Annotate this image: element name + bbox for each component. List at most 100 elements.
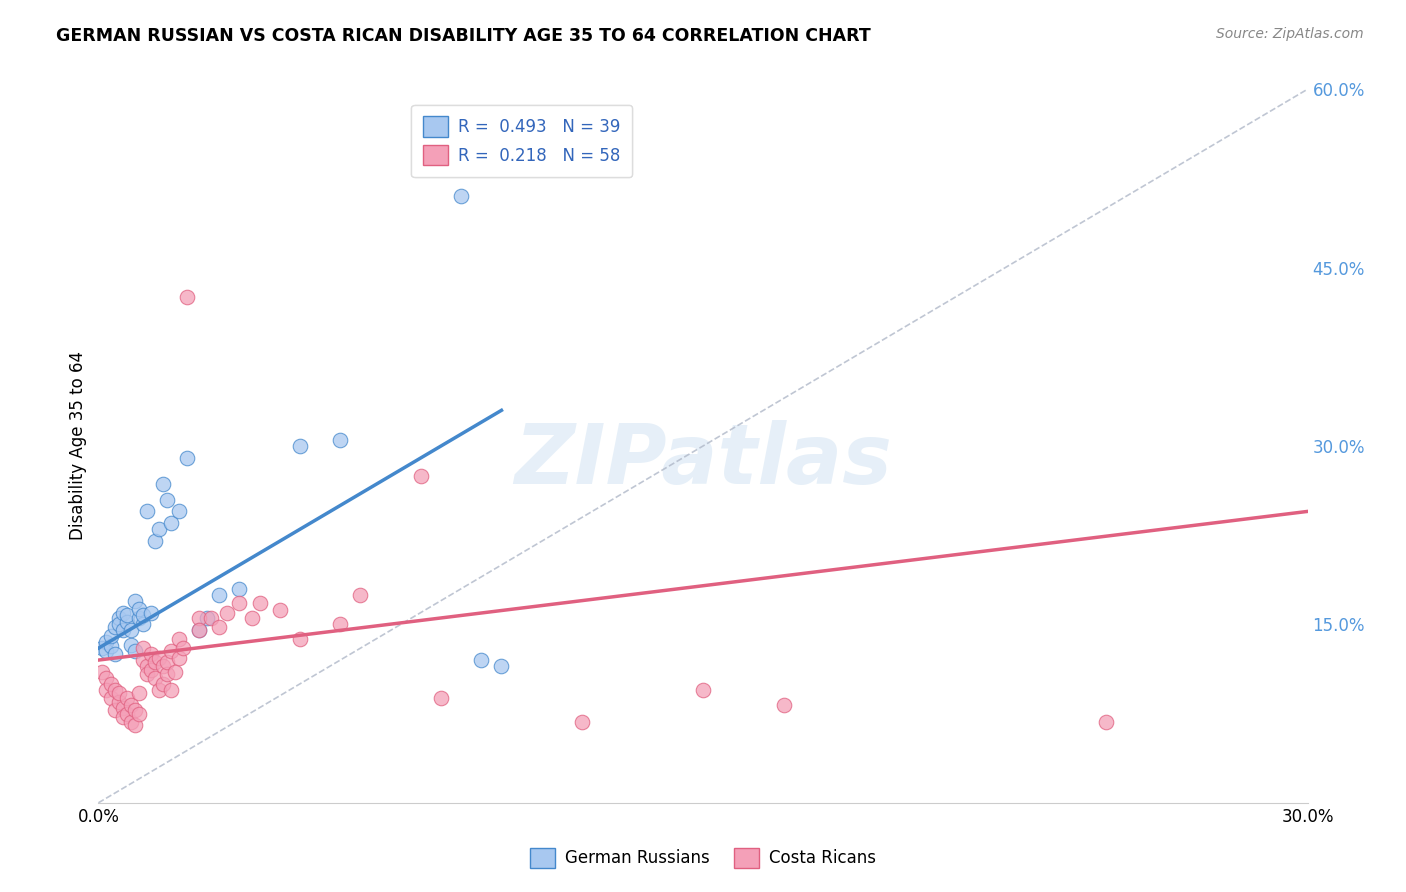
Point bbox=[176, 290, 198, 304]
Point bbox=[139, 647, 162, 661]
Point bbox=[132, 653, 155, 667]
Point bbox=[132, 617, 155, 632]
Point bbox=[208, 620, 231, 634]
Point bbox=[491, 659, 513, 673]
Point bbox=[103, 620, 125, 634]
Point bbox=[124, 593, 146, 607]
Y-axis label: Disability Age 35 to 64: Disability Age 35 to 64 bbox=[69, 351, 87, 541]
Point bbox=[188, 624, 211, 638]
Point bbox=[148, 522, 170, 536]
Point bbox=[132, 641, 155, 656]
Point bbox=[188, 624, 211, 638]
Point bbox=[120, 638, 142, 652]
Point bbox=[240, 611, 263, 625]
Point bbox=[167, 632, 190, 646]
Point bbox=[100, 691, 122, 706]
Legend: German Russians, Costa Ricans: German Russians, Costa Ricans bbox=[523, 841, 883, 875]
Point bbox=[156, 667, 179, 681]
Text: Source: ZipAtlas.com: Source: ZipAtlas.com bbox=[1216, 27, 1364, 41]
Point bbox=[160, 643, 183, 657]
Point bbox=[217, 606, 239, 620]
Point bbox=[228, 582, 250, 596]
Point bbox=[111, 606, 134, 620]
Point bbox=[692, 682, 714, 697]
Point bbox=[124, 718, 146, 732]
Point bbox=[329, 433, 352, 447]
Point bbox=[115, 607, 138, 622]
Point bbox=[139, 663, 162, 677]
Point bbox=[167, 504, 190, 518]
Point bbox=[143, 671, 166, 685]
Point bbox=[152, 677, 174, 691]
Point bbox=[120, 698, 142, 713]
Point bbox=[450, 189, 472, 203]
Point bbox=[208, 588, 231, 602]
Point bbox=[139, 606, 162, 620]
Point bbox=[107, 686, 129, 700]
Point bbox=[111, 700, 134, 714]
Legend: R =  0.493   N = 39, R =  0.218   N = 58: R = 0.493 N = 39, R = 0.218 N = 58 bbox=[412, 104, 631, 177]
Point bbox=[288, 439, 311, 453]
Point bbox=[135, 504, 157, 518]
Text: ZIPatlas: ZIPatlas bbox=[515, 420, 891, 500]
Point bbox=[571, 714, 593, 729]
Point bbox=[135, 667, 157, 681]
Point bbox=[115, 691, 138, 706]
Point bbox=[100, 629, 122, 643]
Point bbox=[91, 641, 114, 656]
Point bbox=[111, 624, 134, 638]
Point bbox=[329, 617, 352, 632]
Point bbox=[107, 611, 129, 625]
Point bbox=[152, 477, 174, 491]
Point bbox=[163, 665, 186, 679]
Point bbox=[128, 706, 150, 721]
Point bbox=[107, 695, 129, 709]
Point bbox=[156, 492, 179, 507]
Point bbox=[1095, 714, 1118, 729]
Point bbox=[124, 643, 146, 657]
Point bbox=[176, 450, 198, 465]
Point bbox=[96, 682, 118, 697]
Point bbox=[100, 677, 122, 691]
Point bbox=[195, 611, 218, 625]
Point bbox=[115, 615, 138, 629]
Point bbox=[143, 656, 166, 670]
Point bbox=[172, 641, 194, 656]
Point bbox=[124, 703, 146, 717]
Point bbox=[103, 682, 125, 697]
Point bbox=[128, 602, 150, 616]
Point bbox=[96, 635, 118, 649]
Point bbox=[143, 534, 166, 549]
Point bbox=[200, 611, 222, 625]
Point bbox=[470, 653, 492, 667]
Point bbox=[148, 682, 170, 697]
Point bbox=[132, 607, 155, 622]
Point bbox=[111, 710, 134, 724]
Point bbox=[128, 686, 150, 700]
Point bbox=[115, 706, 138, 721]
Point bbox=[249, 596, 271, 610]
Point bbox=[167, 650, 190, 665]
Point bbox=[349, 588, 371, 602]
Point bbox=[91, 665, 114, 679]
Point bbox=[288, 632, 311, 646]
Point bbox=[103, 647, 125, 661]
Point bbox=[269, 603, 291, 617]
Point bbox=[160, 516, 183, 531]
Point bbox=[103, 703, 125, 717]
Point bbox=[188, 611, 211, 625]
Point bbox=[135, 659, 157, 673]
Point bbox=[120, 624, 142, 638]
Point bbox=[772, 698, 794, 713]
Point bbox=[96, 643, 118, 657]
Text: GERMAN RUSSIAN VS COSTA RICAN DISABILITY AGE 35 TO 64 CORRELATION CHART: GERMAN RUSSIAN VS COSTA RICAN DISABILITY… bbox=[56, 27, 870, 45]
Point bbox=[100, 639, 122, 653]
Point bbox=[107, 617, 129, 632]
Point bbox=[156, 656, 179, 670]
Point bbox=[128, 611, 150, 625]
Point bbox=[160, 682, 183, 697]
Point bbox=[120, 714, 142, 729]
Point bbox=[96, 671, 118, 685]
Point bbox=[430, 691, 453, 706]
Point bbox=[409, 468, 432, 483]
